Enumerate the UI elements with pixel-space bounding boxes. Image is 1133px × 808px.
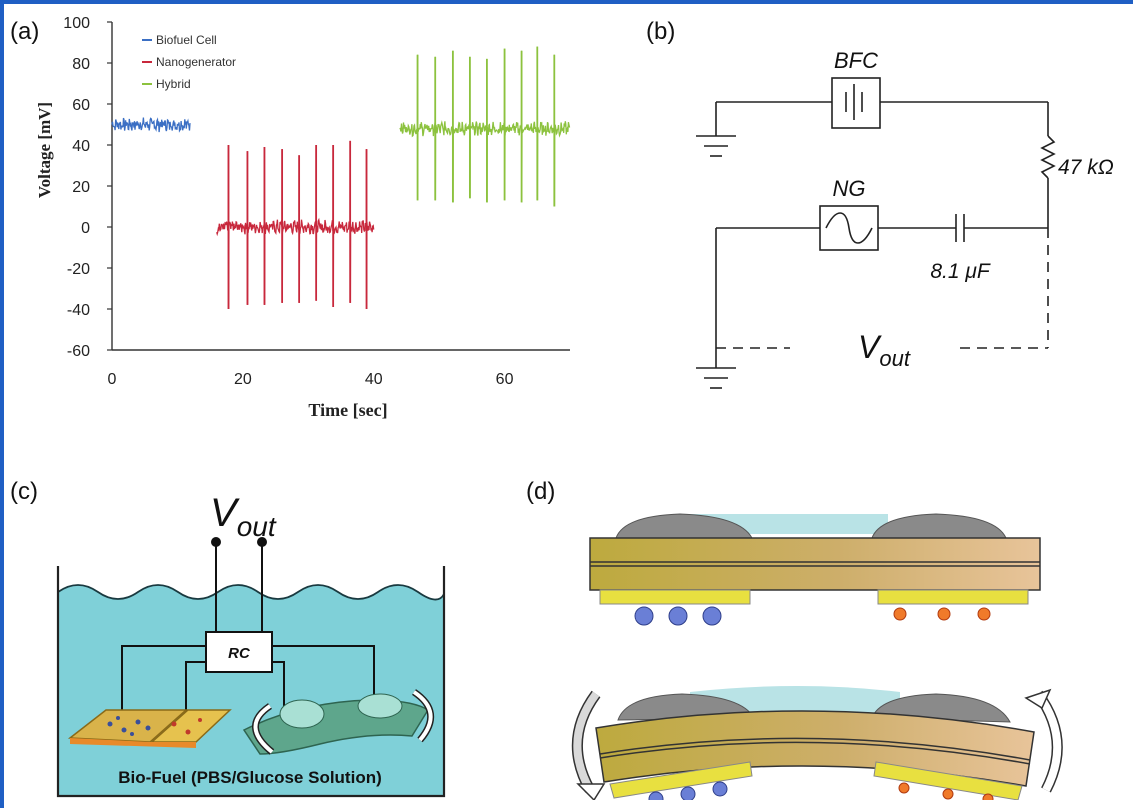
water-fill xyxy=(58,585,444,796)
y-tick-label: 20 xyxy=(72,179,90,196)
bend-arrow-left xyxy=(253,704,274,754)
flat-electrode-left xyxy=(599,589,751,605)
bent-enzymes-right xyxy=(898,782,994,800)
flat-layer-stack xyxy=(589,537,1041,591)
flat-electrode-right xyxy=(877,589,1029,605)
beaker-outline xyxy=(56,566,446,798)
legend-label: Biofuel Cell xyxy=(156,33,217,47)
panel-label-d: (d) xyxy=(526,478,556,505)
bent-electrode-left xyxy=(609,761,753,799)
y-tick-label: -60 xyxy=(67,343,90,360)
rc-box xyxy=(205,631,273,673)
x-tick-label: 40 xyxy=(365,371,383,388)
panel-label-c: (c) xyxy=(10,478,38,505)
resistor-label: 47 kΩ xyxy=(1058,156,1114,179)
bent-arrow-left xyxy=(573,691,600,792)
legend-label: Nanogenerator xyxy=(156,55,236,69)
bfc-box xyxy=(831,77,881,129)
legend-label: Hybrid xyxy=(156,77,191,91)
flat-enzymes-left xyxy=(634,606,722,626)
bent-layer-divider-1 xyxy=(599,737,1031,761)
series-line xyxy=(111,117,191,133)
y-tick-label: 40 xyxy=(72,138,90,155)
ng-bulb-right xyxy=(357,693,403,719)
bent-electrode-right xyxy=(873,761,1023,800)
x-tick-label: 60 xyxy=(496,371,514,388)
chart-series xyxy=(111,46,571,310)
biofuel-substrate xyxy=(70,738,196,748)
y-tick-label: 80 xyxy=(72,56,90,73)
bfc-label: BFC xyxy=(834,48,878,73)
bend-arrow-right xyxy=(412,690,433,742)
chart-axes: 100 80 60 40 20 0 -20 -40 -60 0 20 40 60 xyxy=(63,15,570,388)
y-tick-label: -20 xyxy=(67,261,90,278)
panel-label-b: (b) xyxy=(646,18,676,45)
x-tick-label: 0 xyxy=(108,371,117,388)
ng-label: NG xyxy=(833,176,866,201)
immersion-schematic: RC Bio-Fuel (PBS/Glucose Solution) Vout xyxy=(56,496,446,798)
y-tick-label: 100 xyxy=(63,15,90,32)
x-tick-label: 20 xyxy=(234,371,252,388)
resistor-symbol xyxy=(1040,135,1056,179)
voltage-chart: 100 80 60 40 20 0 -20 -40 -60 0 20 40 60 Biofuel Cel… xyxy=(35,15,571,420)
bent-layer-divider-2 xyxy=(599,741,1031,765)
x-axis-label: Time [sec] xyxy=(308,400,387,420)
flat-enzymes-right xyxy=(893,607,991,621)
solution-caption: Bio-Fuel (PBS/Glucose Solution) xyxy=(118,768,382,787)
capacitor-label: 8.1 μF xyxy=(930,260,991,283)
series-line xyxy=(216,140,375,310)
vout-label-c: Vout xyxy=(210,496,277,542)
y-tick-label: -40 xyxy=(67,302,90,319)
panel-label-a: (a) xyxy=(10,18,40,45)
bent-arrowhead-left xyxy=(576,783,606,800)
bent-layer-stack xyxy=(595,710,1035,787)
y-tick-label: 0 xyxy=(81,220,90,237)
y-tick-label: 60 xyxy=(72,97,90,114)
circuit-diagram: BFC NG 47 kΩ 8.1 μF Vout xyxy=(696,48,1114,389)
y-axis-label: Voltage [mV] xyxy=(35,102,54,198)
ng-wave xyxy=(825,212,873,244)
bent-arrowhead-right xyxy=(1024,688,1052,710)
flat-dome-left xyxy=(615,513,753,539)
series-line xyxy=(399,46,571,207)
water-surface xyxy=(57,584,445,601)
vout-label: Vout xyxy=(858,329,911,371)
rc-label: RC xyxy=(228,645,251,662)
chart-legend: Biofuel Cell Nanogenerator Hybrid xyxy=(142,33,236,91)
flat-dome-right xyxy=(871,513,1007,539)
device-bending-schematic xyxy=(571,513,1063,800)
ng-bulb-left xyxy=(279,699,325,729)
bent-enzymes-left xyxy=(648,781,728,800)
